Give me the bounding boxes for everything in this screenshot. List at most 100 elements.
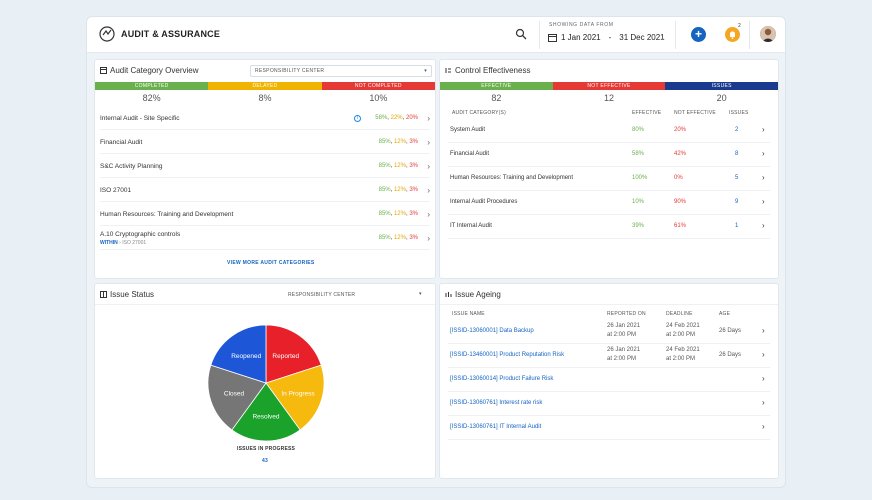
chevron-right-icon[interactable]: › bbox=[762, 374, 765, 383]
chevron-right-icon[interactable]: › bbox=[762, 221, 765, 230]
chevron-right-icon[interactable]: › bbox=[427, 161, 430, 171]
issue-status-panel: Issue Status RESPONSIBILITY CENTER ▾ Rep… bbox=[94, 283, 436, 479]
deadline-time: at 2:00 PM bbox=[666, 332, 696, 338]
add-button[interactable]: + bbox=[691, 27, 706, 42]
pie-slice-reopened[interactable] bbox=[210, 324, 267, 384]
control-effectiveness-panel: Control Effectiveness EFFECTIVE NOT EFFE… bbox=[439, 59, 779, 279]
avatar[interactable] bbox=[760, 26, 776, 42]
pie-slice-resolved[interactable] bbox=[231, 382, 301, 442]
audit-logo-icon bbox=[99, 26, 115, 42]
completed-pct: 85% bbox=[378, 139, 391, 145]
issue-ageing-row[interactable]: [ISSID-13060014] Product Failure Risk › bbox=[448, 368, 770, 392]
issues-count[interactable]: 5 bbox=[735, 175, 739, 181]
issue-status-pie-chart[interactable]: Reported In Progress Resolved Closed Reopene… bbox=[205, 322, 327, 444]
chevron-right-icon[interactable]: › bbox=[427, 113, 430, 123]
responsibility-center-select[interactable]: RESPONSIBILITY CENTER ▾ bbox=[250, 65, 432, 77]
effective-pct: 10% bbox=[632, 199, 645, 205]
chevron-down-icon[interactable]: ⌄ bbox=[660, 36, 666, 42]
app-window: AUDIT & ASSURANCE SHOWING DATA FROM 1 Ja… bbox=[86, 16, 786, 488]
pie-slice-closed[interactable] bbox=[207, 364, 267, 431]
chevron-right-icon[interactable]: › bbox=[762, 326, 765, 335]
chevron-right-icon[interactable]: › bbox=[762, 149, 765, 158]
chevron-right-icon[interactable]: › bbox=[427, 185, 430, 195]
issues-count[interactable]: 2 bbox=[735, 127, 739, 133]
category-sub: WITHIN › ISO 27001 bbox=[100, 239, 147, 246]
delayed-pct: 12% bbox=[393, 211, 406, 217]
not-completed-pct: 3% bbox=[409, 187, 418, 193]
chevron-right-icon[interactable]: › bbox=[762, 173, 765, 182]
control-row[interactable]: Financial Audit 58% 42% 8 › bbox=[448, 143, 770, 167]
date-to: 31 Dec 2021 bbox=[619, 33, 665, 42]
chevron-right-icon[interactable]: › bbox=[762, 125, 765, 134]
control-row[interactable]: System Audit 80% 20% 2 › bbox=[448, 119, 770, 143]
status-not-effective: NOT EFFECTIVE bbox=[552, 82, 666, 90]
issues-count[interactable]: 1 bbox=[735, 223, 739, 229]
audit-category-row[interactable]: Internal Audit - Site Specific i 58%, 22%,… bbox=[100, 107, 430, 130]
panel-title: Audit Category Overview bbox=[100, 66, 198, 75]
control-row[interactable]: Internal Audit Procedures 10% 90% 9 › bbox=[448, 191, 770, 215]
issue-ageing-row[interactable]: [ISSID-13060761] Interest rate risk › bbox=[448, 392, 770, 416]
notification-button[interactable] bbox=[725, 27, 740, 42]
completed-value: 82% bbox=[142, 93, 161, 103]
chevron-right-icon[interactable]: › bbox=[762, 398, 765, 407]
completed-pct: 85% bbox=[378, 187, 391, 193]
completed-pct: 58% bbox=[375, 115, 388, 121]
not-completed-pct: 3% bbox=[409, 163, 418, 169]
date-range-picker[interactable]: 1 Jan 2021 - 31 Dec 2021 bbox=[548, 33, 665, 42]
control-row[interactable]: IT Internal Audit 39% 61% 1 › bbox=[448, 215, 770, 239]
control-row[interactable]: Human Resources: Training and Developmen… bbox=[448, 167, 770, 191]
chevron-right-icon[interactable]: › bbox=[762, 422, 765, 431]
issues-in-progress-count[interactable]: 43 bbox=[262, 458, 268, 464]
chevron-right-icon[interactable]: › bbox=[762, 350, 765, 359]
deadline-date: 24 Feb 2021 bbox=[666, 323, 700, 329]
status-issues: ISSUES bbox=[665, 82, 779, 90]
delayed-pct: 12% bbox=[393, 187, 406, 193]
issue-name-link[interactable]: [ISSID-13060761] IT Internal Audit bbox=[450, 424, 542, 430]
caret-down-icon[interactable]: ▾ bbox=[419, 291, 422, 297]
issue-name-link[interactable]: [ISSID-13060761] Interest rate risk bbox=[450, 400, 543, 406]
info-icon[interactable]: i bbox=[354, 114, 361, 122]
parent-category: ISO 27001 bbox=[122, 239, 147, 246]
status-delayed: DELAYED bbox=[208, 82, 322, 90]
audit-category-row[interactable]: Human Resources: Training and Developmen… bbox=[100, 203, 430, 226]
not-completed-pct: 3% bbox=[409, 211, 418, 217]
issues-count[interactable]: 8 bbox=[735, 151, 739, 157]
issues-count[interactable]: 9 bbox=[735, 199, 739, 205]
divider bbox=[539, 21, 540, 49]
pct-separator: , bbox=[405, 139, 408, 145]
not-completed-pct: 20% bbox=[405, 115, 418, 121]
issue-name-link[interactable]: [ISSID-13060001] Data Backup bbox=[450, 328, 534, 334]
search-icon[interactable] bbox=[515, 28, 527, 40]
audit-category-row[interactable]: Financial Audit 85%, 12%, 3% › bbox=[100, 131, 430, 154]
pie-slice-reported[interactable] bbox=[265, 324, 322, 384]
bell-icon bbox=[730, 31, 735, 39]
category-label: Internal Audit - Site Specific bbox=[100, 114, 180, 122]
divider bbox=[749, 21, 750, 49]
audit-category-row[interactable]: S&C Activity Planning 85%, 12%, 3% › bbox=[100, 155, 430, 178]
category-label: Human Resources: Training and Developmen… bbox=[100, 210, 234, 218]
date-separator: - bbox=[608, 33, 612, 42]
audit-category-row[interactable]: A.10 Cryptographic controls WITHIN › ISO … bbox=[100, 227, 430, 250]
status-legend-bar: COMPLETED DELAYED NOT COMPLETED bbox=[95, 82, 435, 90]
issue-ageing-row[interactable]: [ISSID-13060001] Data Backup 26 Jan 2021 a… bbox=[448, 320, 770, 344]
delayed-pct: 22% bbox=[390, 115, 403, 121]
issue-ageing-panel: Issue Ageing ISSUE NAME REPORTED ON DEAD… bbox=[439, 283, 779, 479]
category-percentages: 85%, 12%, 3% bbox=[364, 187, 418, 193]
pct-separator: , bbox=[402, 115, 405, 121]
issue-ageing-row[interactable]: [ISSID-13460001] Product Reputation Risk… bbox=[448, 344, 770, 368]
audit-category-row[interactable]: ISO 27001 85%, 12%, 3% › bbox=[100, 179, 430, 202]
issue-name-link[interactable]: [ISSID-13460001] Product Reputation Risk bbox=[450, 352, 565, 358]
chevron-right-icon[interactable]: › bbox=[427, 209, 430, 219]
responsibility-center-filter[interactable]: RESPONSIBILITY CENTER bbox=[288, 292, 356, 298]
view-more-audit-categories-link[interactable]: VIEW MORE AUDIT CATEGORIES bbox=[227, 260, 315, 266]
chevron-right-icon[interactable]: › bbox=[427, 233, 430, 243]
issue-name-link[interactable]: [ISSID-13060014] Product Failure Risk bbox=[450, 376, 554, 382]
pie-label: Closed bbox=[224, 390, 245, 397]
chevron-right-icon[interactable]: › bbox=[762, 197, 765, 206]
issue-ageing-row[interactable]: [ISSID-13060761] IT Internal Audit › bbox=[448, 416, 770, 440]
pie-slice-in-progress[interactable] bbox=[265, 364, 325, 431]
chevron-right-icon[interactable]: › bbox=[427, 137, 430, 147]
pct-separator: , bbox=[390, 163, 393, 169]
reported-date: 26 Jan 2021 bbox=[607, 323, 641, 329]
col-issue-name: ISSUE NAME bbox=[452, 311, 485, 317]
